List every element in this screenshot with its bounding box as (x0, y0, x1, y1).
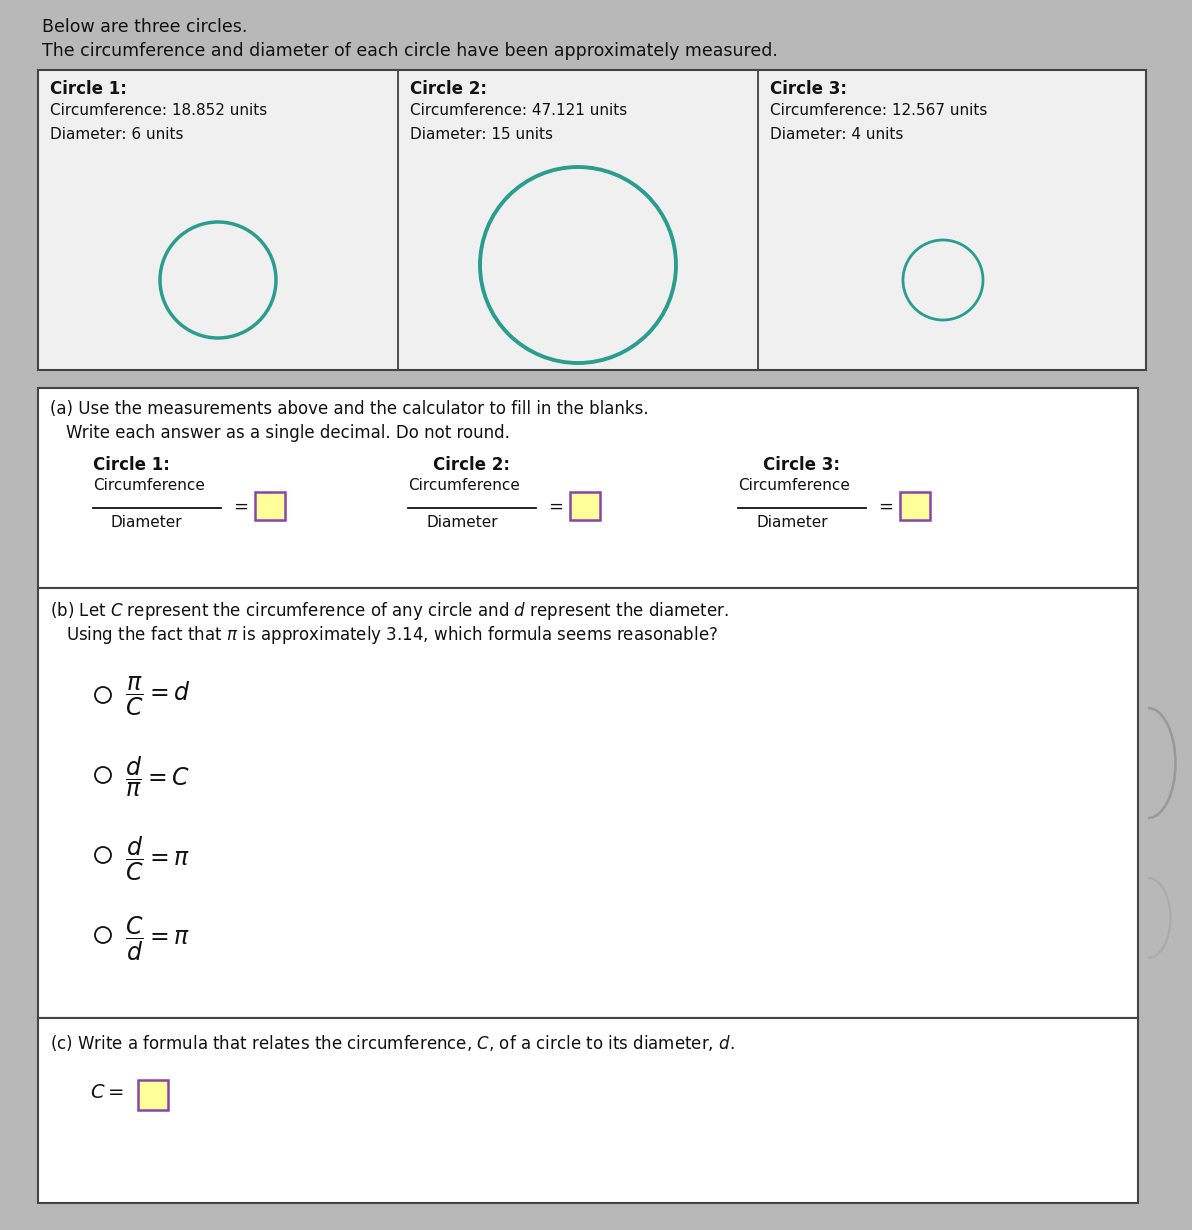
Text: Circle 2:: Circle 2: (410, 80, 488, 98)
FancyBboxPatch shape (255, 492, 285, 520)
Text: Diameter: 4 units: Diameter: 4 units (770, 127, 904, 141)
Text: Circle 2:: Circle 2: (433, 456, 510, 474)
FancyBboxPatch shape (38, 70, 1146, 370)
Text: Diameter: 15 units: Diameter: 15 units (410, 127, 553, 141)
Text: Circle 1:: Circle 1: (50, 80, 126, 98)
Text: Circumference: Circumference (93, 478, 205, 493)
Text: Circumference: Circumference (408, 478, 520, 493)
FancyBboxPatch shape (38, 387, 1138, 588)
Text: (b) Let $C$ represent the circumference of any circle and $d$ represent the diam: (b) Let $C$ represent the circumference … (50, 600, 730, 622)
Text: $C =$: $C =$ (91, 1082, 124, 1102)
Text: Diameter: Diameter (426, 515, 497, 530)
FancyBboxPatch shape (900, 492, 930, 520)
FancyBboxPatch shape (38, 1018, 1138, 1203)
FancyBboxPatch shape (138, 1080, 168, 1109)
Text: Using the fact that $\pi$ is approximately 3.14, which formula seems reasonable?: Using the fact that $\pi$ is approximate… (66, 624, 718, 646)
Text: The circumference and diameter of each circle have been approximately measured.: The circumference and diameter of each c… (42, 42, 778, 60)
Text: Circumference: Circumference (738, 478, 850, 493)
Text: Circumference: 18.852 units: Circumference: 18.852 units (50, 103, 267, 118)
Text: $\dfrac{C}{d} = \pi$: $\dfrac{C}{d} = \pi$ (125, 915, 190, 963)
Text: Below are three circles.: Below are three circles. (42, 18, 248, 36)
Text: Diameter: 6 units: Diameter: 6 units (50, 127, 184, 141)
Text: =: = (232, 498, 248, 517)
Text: $\dfrac{d}{\pi} = C$: $\dfrac{d}{\pi} = C$ (125, 755, 191, 800)
FancyBboxPatch shape (38, 588, 1138, 1018)
Text: Circle 3:: Circle 3: (770, 80, 848, 98)
Text: Diameter: Diameter (111, 515, 182, 530)
Text: (a) Use the measurements above and the calculator to fill in the blanks.: (a) Use the measurements above and the c… (50, 400, 648, 418)
Text: Circle 1:: Circle 1: (93, 456, 170, 474)
Text: =: = (879, 498, 893, 517)
Text: =: = (548, 498, 563, 517)
Text: Circle 3:: Circle 3: (763, 456, 840, 474)
Text: $\dfrac{\pi}{C} = d$: $\dfrac{\pi}{C} = d$ (125, 675, 191, 718)
Text: (c) Write a formula that relates the circumference, $C$, of a circle to its diam: (c) Write a formula that relates the cir… (50, 1033, 734, 1053)
Text: Write each answer as a single decimal. Do not round.: Write each answer as a single decimal. D… (66, 424, 510, 442)
FancyBboxPatch shape (570, 492, 600, 520)
Text: Diameter: Diameter (756, 515, 827, 530)
Text: Circumference: 12.567 units: Circumference: 12.567 units (770, 103, 987, 118)
Text: $\dfrac{d}{C} = \pi$: $\dfrac{d}{C} = \pi$ (125, 835, 190, 883)
Text: Circumference: 47.121 units: Circumference: 47.121 units (410, 103, 627, 118)
